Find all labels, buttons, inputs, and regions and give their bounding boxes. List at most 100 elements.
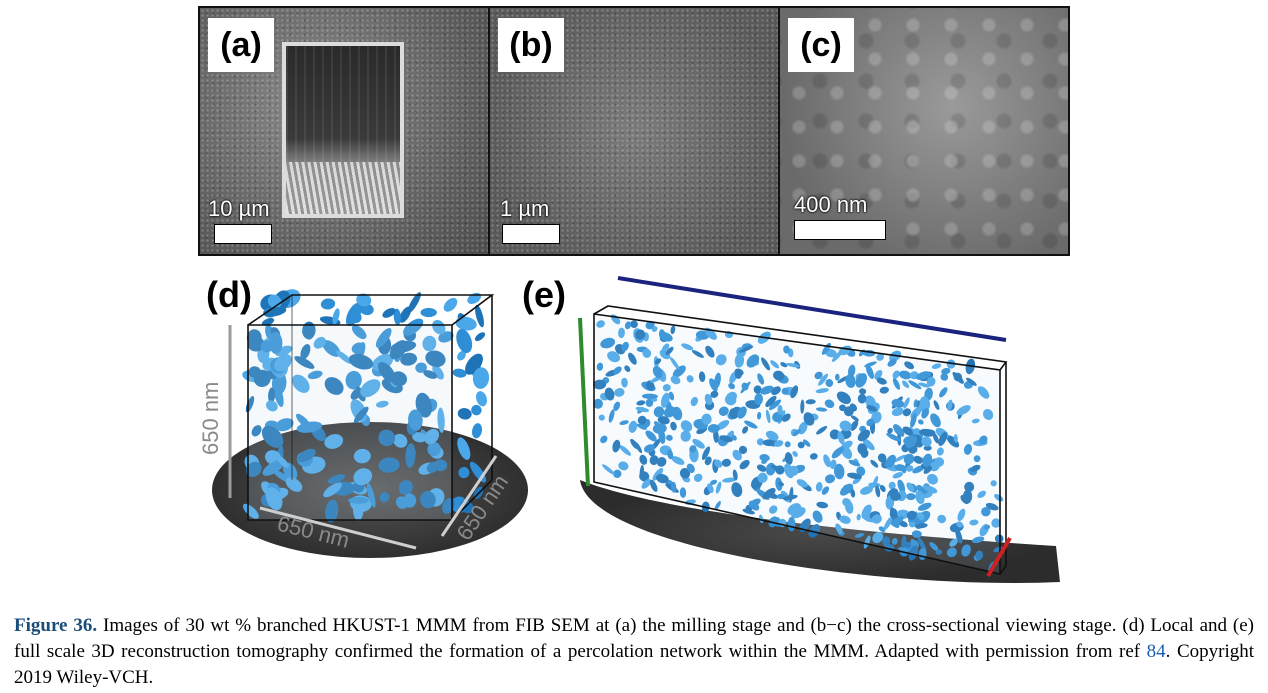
- network-blob: [400, 352, 418, 366]
- network-blob: [905, 435, 918, 449]
- network-blob: [353, 468, 373, 486]
- network-blob: [879, 484, 886, 493]
- network-blob: [721, 458, 731, 467]
- network-blob: [377, 361, 396, 383]
- network-blob: [728, 382, 736, 390]
- network-blob: [916, 484, 923, 492]
- network-blob: [872, 531, 884, 544]
- network-blob: [917, 502, 932, 511]
- network-blob: [887, 427, 893, 434]
- network-blob: [689, 445, 697, 453]
- network-blob: [831, 446, 844, 459]
- network-blob: [908, 545, 919, 561]
- network-blob: [624, 321, 632, 330]
- network-blob: [935, 549, 943, 555]
- network-blob: [437, 407, 445, 433]
- network-blob: [415, 392, 433, 418]
- network-blob: [679, 467, 691, 479]
- network-blob: [670, 375, 681, 385]
- network-blob: [818, 373, 829, 386]
- network-blob: [913, 399, 918, 408]
- network-blob: [707, 424, 720, 433]
- network-blob: [953, 372, 963, 382]
- network-blob: [353, 448, 371, 464]
- network-blob: [878, 526, 886, 533]
- network-blob: [908, 521, 916, 528]
- network-blob: [856, 513, 861, 521]
- network-blob: [645, 320, 655, 330]
- network-blob: [628, 352, 637, 365]
- network-blob: [274, 354, 292, 372]
- network-blob: [890, 507, 898, 522]
- network-blob: [657, 416, 670, 425]
- network-blob: [715, 481, 722, 494]
- network-blob: [990, 480, 997, 487]
- network-blob: [938, 432, 948, 446]
- network-blob: [639, 464, 644, 480]
- network-blob: [320, 298, 336, 310]
- network-blob: [424, 428, 440, 445]
- network-blob: [294, 356, 315, 369]
- network-blob: [757, 472, 768, 483]
- network-blob: [921, 408, 930, 419]
- network-blob: [816, 425, 828, 435]
- network-blob: [915, 490, 925, 504]
- network-blob: [977, 490, 987, 498]
- network-blob: [452, 368, 467, 378]
- network-blob: [360, 379, 381, 398]
- ref-link[interactable]: 84: [1146, 641, 1166, 662]
- network-blob: [981, 506, 991, 517]
- network-blob: [847, 472, 862, 480]
- network-blob: [784, 452, 793, 465]
- network-blob: [783, 345, 790, 354]
- network-blob: [970, 464, 981, 472]
- network-blob: [644, 444, 656, 453]
- network-blob: [707, 483, 714, 494]
- network-blob: [351, 325, 367, 340]
- network-blob: [876, 353, 884, 361]
- network-blob: [937, 514, 947, 524]
- network-blob: [949, 538, 958, 547]
- network-blob: [891, 516, 904, 526]
- network-blob: [923, 465, 933, 474]
- network-blob: [471, 423, 483, 439]
- network-blob: [455, 316, 477, 331]
- network-blob: [690, 396, 698, 407]
- network-blob: [792, 451, 798, 457]
- network-blob: [850, 415, 859, 422]
- network-blob: [765, 409, 771, 424]
- network-blob: [874, 369, 883, 380]
- network-blob: [746, 354, 760, 368]
- network-blob: [803, 412, 815, 426]
- network-blob: [759, 514, 764, 524]
- panel-label-c: (c): [788, 18, 854, 72]
- axis-blue: [617, 276, 1007, 342]
- network-blob: [885, 454, 896, 469]
- network-blob: [897, 479, 906, 494]
- network-blob: [246, 461, 262, 478]
- network-blob: [756, 411, 762, 420]
- network-blob: [926, 376, 936, 387]
- network-blob: [836, 391, 851, 405]
- network-blob: [886, 433, 901, 442]
- network-blob: [919, 396, 931, 412]
- network-blob: [636, 423, 647, 430]
- network-blob: [782, 494, 798, 501]
- network-blob: [815, 407, 828, 412]
- network-blob: [686, 463, 695, 474]
- scale-bar-a: [214, 224, 272, 244]
- panel-label-a: (a): [208, 18, 274, 72]
- milled-trench: [282, 42, 404, 218]
- network-blob: [646, 380, 655, 391]
- network-blob: [977, 386, 990, 399]
- network-blob: [636, 400, 646, 406]
- network-blob: [904, 361, 915, 370]
- network-blob: [815, 388, 829, 394]
- network-blob: [405, 443, 416, 468]
- network-blob: [857, 443, 868, 456]
- network-blob: [953, 434, 958, 443]
- network-blob: [351, 342, 365, 354]
- network-blob: [784, 441, 791, 448]
- network-blob: [739, 459, 750, 470]
- network-blob: [680, 430, 691, 442]
